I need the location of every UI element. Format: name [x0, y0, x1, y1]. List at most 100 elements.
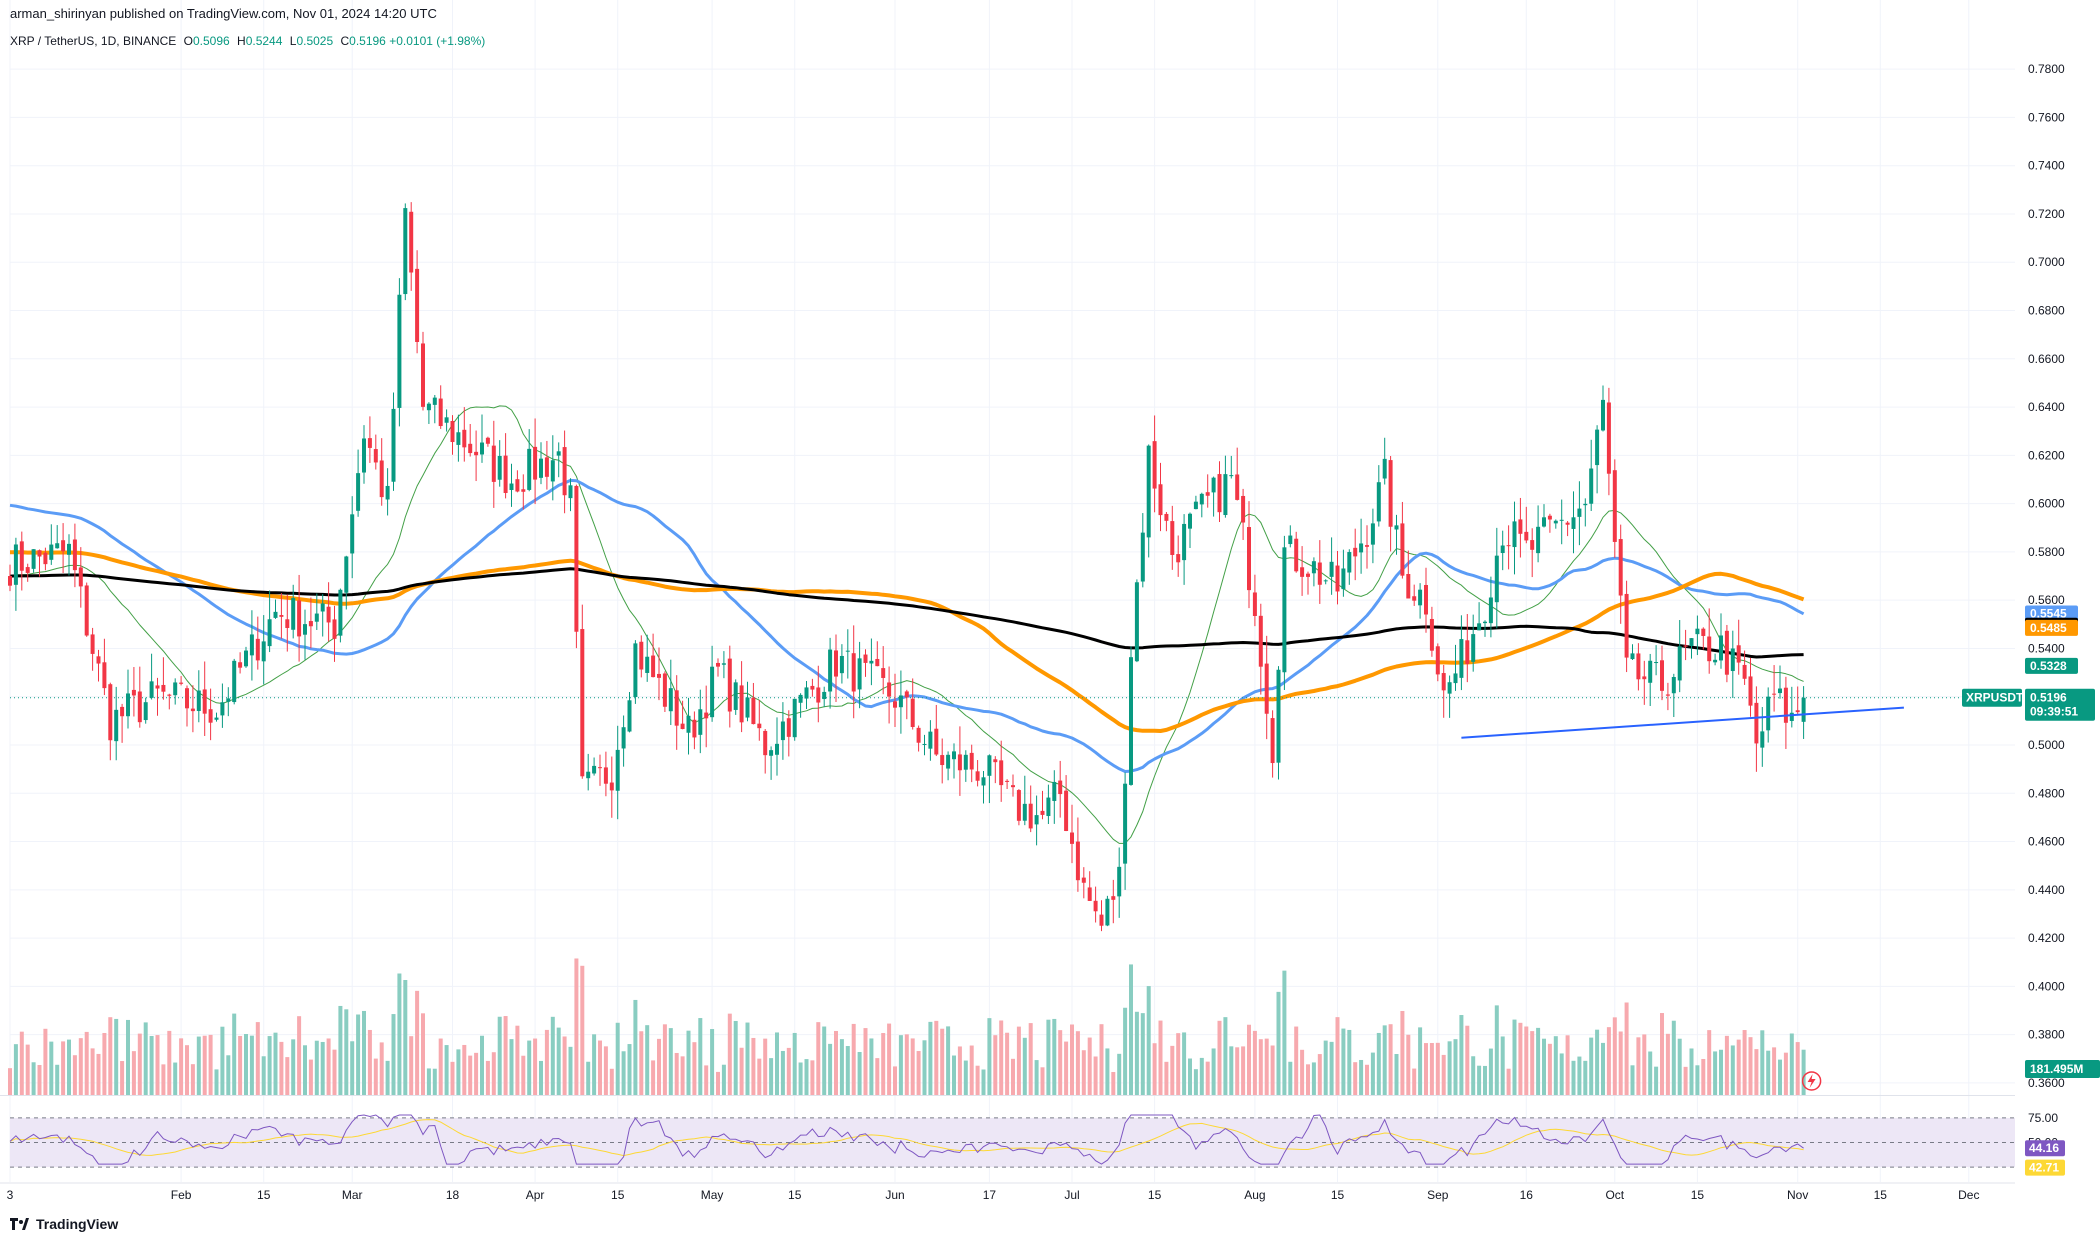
- volume-bar: [1406, 1034, 1411, 1095]
- candle-body: [881, 668, 886, 678]
- candle-body: [704, 712, 709, 719]
- volume-bar: [904, 1034, 909, 1095]
- volume-bar: [1429, 1042, 1434, 1095]
- candle-body: [1518, 519, 1523, 534]
- price-tick-label: 0.6000: [2028, 497, 2065, 511]
- candle-body: [1530, 540, 1535, 550]
- time-tick-label: 15: [1148, 1188, 1162, 1202]
- volume-bar: [126, 1019, 130, 1095]
- volume-bar: [1778, 1059, 1782, 1095]
- volume-bar: [1795, 1042, 1800, 1095]
- volume-bar: [1294, 1026, 1299, 1095]
- candle-body: [1288, 535, 1293, 545]
- candle-body: [639, 641, 644, 670]
- time-tick-label: 18: [446, 1188, 460, 1202]
- volume-bar: [704, 1065, 709, 1095]
- candle-body: [1152, 441, 1157, 489]
- candle-body: [31, 549, 36, 569]
- candle-body: [1223, 474, 1228, 516]
- candle-body: [692, 719, 697, 738]
- candle-body: [1341, 568, 1346, 590]
- candle-body: [161, 684, 166, 692]
- candle-body: [1612, 470, 1617, 542]
- candle-body: [562, 447, 567, 496]
- candle-body: [279, 615, 284, 617]
- volume-bar: [1719, 1049, 1723, 1095]
- volume-bar: [444, 1045, 449, 1095]
- candle-body: [1789, 712, 1794, 721]
- candle-body: [1188, 513, 1192, 529]
- candle-body: [1494, 555, 1499, 603]
- candle-body: [314, 613, 319, 622]
- volume-bar: [90, 1048, 95, 1095]
- volume-bar: [881, 1033, 886, 1095]
- candle-body: [350, 514, 355, 554]
- symbol-name[interactable]: XRP / TetherUS, 1D, BINANCE: [10, 34, 177, 48]
- volume-bar: [1341, 1028, 1346, 1095]
- volume-bar: [1282, 970, 1287, 1095]
- volume-bar: [804, 1059, 809, 1095]
- volume-bar: [839, 1039, 844, 1095]
- candle-body: [232, 660, 237, 703]
- volume-bar: [751, 1037, 756, 1095]
- candle-body: [255, 638, 260, 661]
- symbol-legend: XRP / TetherUS, 1D, BINANCE O0.5096 H0.5…: [10, 34, 485, 48]
- volume-bar: [680, 1056, 685, 1095]
- volume-bar: [1601, 1042, 1605, 1095]
- candle-body: [1571, 517, 1576, 529]
- volume-bar: [527, 1040, 532, 1095]
- time-tick-label: 16: [1520, 1188, 1534, 1202]
- volume-bar: [1618, 1031, 1623, 1095]
- candle-body: [497, 455, 502, 480]
- candle-body: [1471, 634, 1476, 662]
- candle-body: [291, 598, 296, 630]
- candle-body: [745, 697, 750, 718]
- close-value: 0.5196: [349, 34, 386, 48]
- candle-body: [1075, 841, 1080, 881]
- candle-body: [285, 619, 290, 628]
- candle-body: [763, 730, 768, 756]
- tradingview-logo[interactable]: TradingView: [10, 1216, 118, 1232]
- volume-bar: [67, 1039, 71, 1095]
- support-trendline[interactable]: [1461, 706, 1904, 739]
- volume-bar: [1435, 1042, 1440, 1095]
- candle-body: [946, 754, 951, 769]
- volume-bar: [25, 1044, 30, 1095]
- volume-bar: [1654, 1066, 1659, 1095]
- price-tick-label: 0.7000: [2028, 255, 2065, 269]
- volume-bar: [1400, 1010, 1405, 1095]
- volume-bar: [332, 1049, 337, 1095]
- time-tick-label: 15: [1331, 1188, 1345, 1202]
- time-tick-label: May: [701, 1188, 724, 1202]
- volume-bar: [509, 1039, 514, 1095]
- ma-value-tag: [2025, 657, 2078, 674]
- candle-body: [1447, 682, 1452, 694]
- candle-body: [1618, 539, 1623, 596]
- volume-bar: [946, 1026, 951, 1095]
- candle-body: [1441, 673, 1446, 691]
- volume-bar: [344, 1009, 349, 1095]
- candle-body: [798, 694, 803, 703]
- candle-body: [249, 634, 254, 656]
- volume-bar: [615, 1022, 620, 1095]
- candle-body: [1276, 669, 1281, 763]
- candle-body: [1542, 517, 1546, 527]
- volume-bar: [934, 1020, 939, 1095]
- candle-body: [167, 694, 172, 696]
- time-axis[interactable]: 3 Feb 15 Mar 18 Apr 15 May 15 Jun 17 Jul 15 Aug 15 Sep 1…: [7, 1188, 1980, 1202]
- volume-bar: [1730, 1045, 1735, 1095]
- candle-body: [633, 643, 638, 697]
- volume-bar: [373, 1058, 378, 1095]
- volume-bar: [780, 1050, 785, 1095]
- volume-bar: [1158, 1020, 1163, 1095]
- volume-bar: [916, 1051, 921, 1095]
- price-tick-label: 0.4000: [2028, 979, 2065, 993]
- time-tick-label: 15: [611, 1188, 625, 1202]
- candle-body: [1760, 731, 1765, 748]
- volume-bar: [662, 1024, 667, 1095]
- candle-body: [857, 658, 862, 690]
- candle-body: [1488, 597, 1493, 624]
- volume-bar: [1530, 1031, 1535, 1095]
- price-tick-label: 0.7200: [2028, 207, 2065, 221]
